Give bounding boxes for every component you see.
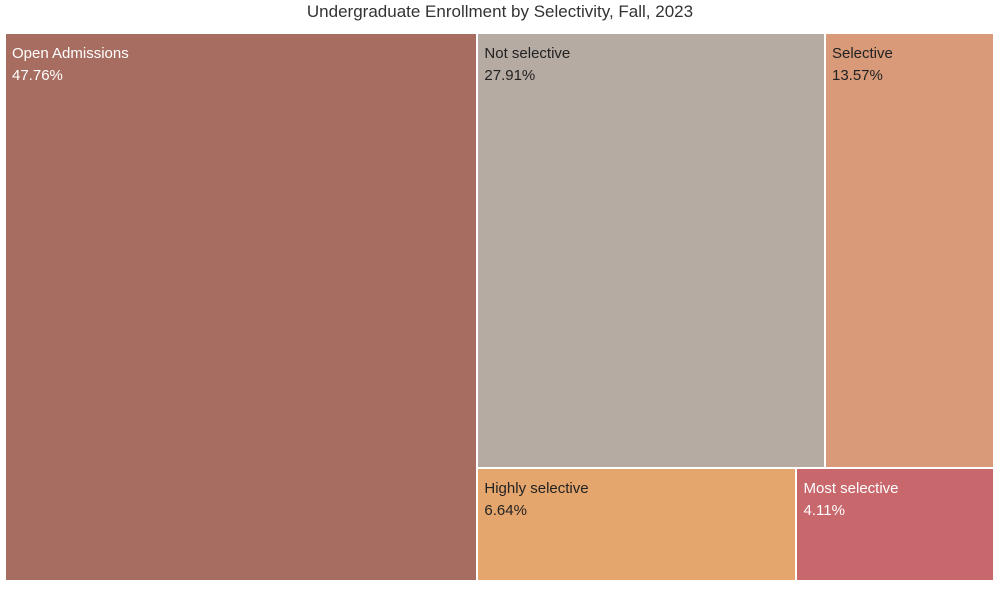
category-label: Not selective bbox=[484, 45, 571, 62]
tile-label: Open Admissions 47.76% bbox=[12, 43, 129, 87]
tile-label: Most selective 4.11% bbox=[803, 478, 898, 522]
value-label: 4.11% bbox=[803, 502, 845, 520]
treemap-tile-most-selective[interactable]: Most selective 4.11% bbox=[796, 468, 994, 581]
value-label: 27.91% bbox=[484, 67, 536, 84]
value-label: 13.57% bbox=[831, 67, 883, 84]
value-label: 6.64% bbox=[484, 502, 527, 520]
treemap-tile-highly-selective[interactable]: Highly selective 6.64% bbox=[477, 468, 797, 581]
category-label: Selective bbox=[831, 45, 893, 62]
tile-label: Not selective 27.91% bbox=[484, 43, 570, 87]
category-label: Most selective bbox=[803, 480, 899, 498]
tile-label: Selective 13.57% bbox=[832, 43, 893, 87]
chart-title: Undergraduate Enrollment by Selectivity,… bbox=[306, 2, 694, 21]
tile-label: Highly selective 6.64% bbox=[484, 478, 588, 522]
treemap-tile-not-selective[interactable]: Not selective 27.91% bbox=[477, 33, 825, 469]
value-label: 47.76% bbox=[12, 67, 63, 84]
treemap-tile-open-admissions[interactable]: Open Admissions 47.76% bbox=[5, 33, 478, 581]
treemap-plot: Open Admissions 47.76% Not selective 27.91%… bbox=[5, 33, 994, 581]
treemap-tile-selective[interactable]: Selective 13.57% bbox=[824, 33, 994, 469]
category-label: Open Admissions bbox=[12, 45, 129, 62]
category-label: Highly selective bbox=[484, 480, 589, 498]
